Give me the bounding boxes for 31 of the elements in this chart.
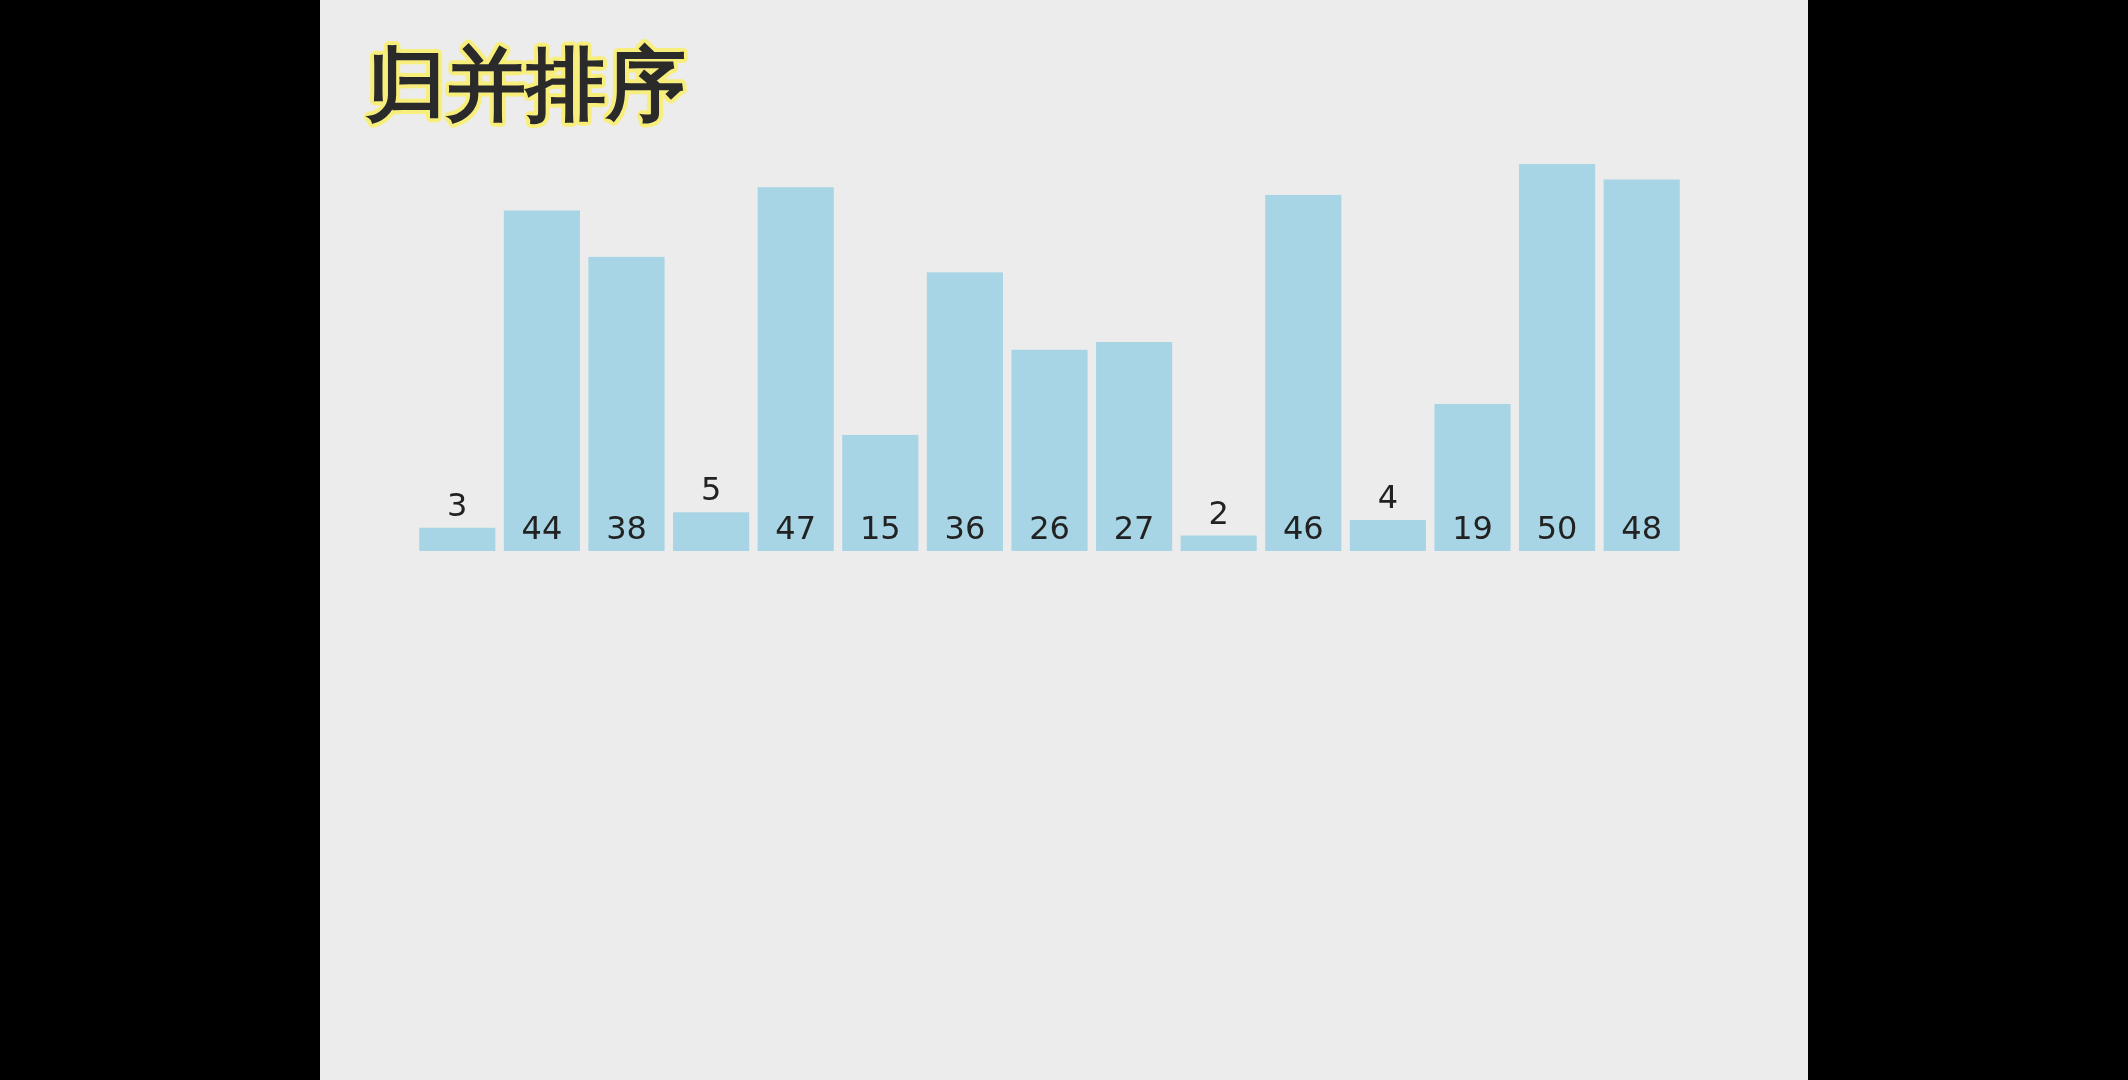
data-label: 15 (859, 509, 901, 547)
bar (926, 272, 1003, 551)
bar (1519, 164, 1596, 551)
data-label: 50 (1536, 509, 1578, 547)
bar (1180, 535, 1257, 551)
bar (842, 434, 919, 551)
chart-title: 归并排序 (365, 38, 686, 131)
bar (588, 256, 665, 551)
data-label: 47 (775, 509, 817, 547)
bar (673, 512, 750, 551)
bar (1434, 403, 1511, 551)
data-label: 44 (521, 509, 563, 547)
bar (503, 210, 580, 551)
data-label: 27 (1113, 509, 1155, 547)
data-label: 3 (447, 485, 468, 524)
data-label: 19 (1452, 509, 1493, 547)
bar (1265, 194, 1342, 551)
data-label: 38 (606, 509, 647, 547)
data-label: 46 (1282, 509, 1324, 547)
bar (1096, 342, 1173, 551)
bar (1011, 349, 1088, 551)
bar (757, 187, 834, 551)
bar (1603, 179, 1680, 551)
data-label: 4 (1377, 478, 1399, 517)
bar (419, 527, 496, 551)
data-label: 36 (944, 509, 986, 547)
data-label: 5 (700, 470, 722, 509)
data-label: 26 (1029, 509, 1070, 547)
data-label: 2 (1208, 493, 1229, 532)
data-label: 48 (1621, 509, 1663, 547)
bar (1349, 520, 1426, 551)
